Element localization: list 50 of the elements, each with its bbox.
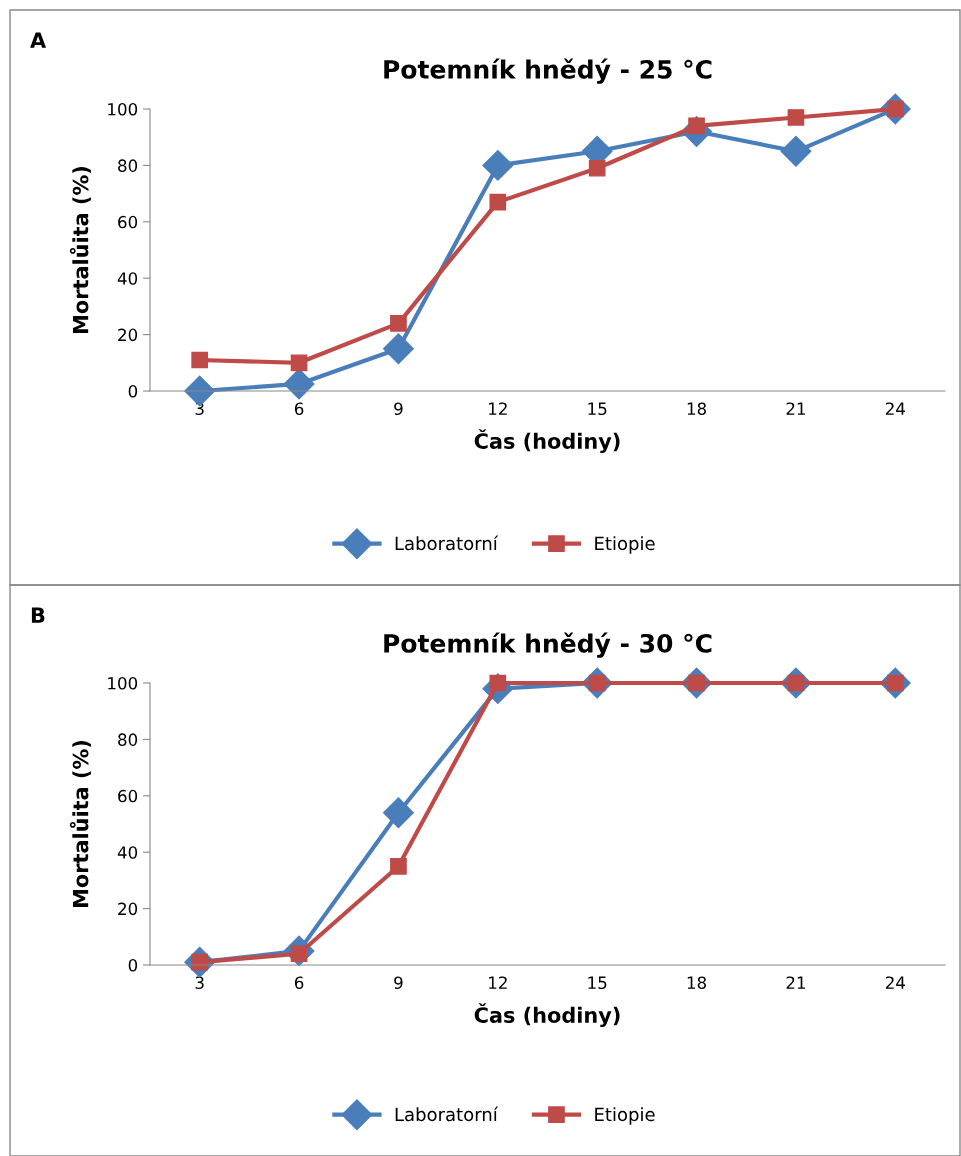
legend-label: Laboratorní (395, 1106, 499, 1122)
x-tick-label: 9 (394, 402, 403, 416)
x-tick-label: 3 (195, 976, 204, 990)
x-tick-label: 9 (394, 976, 403, 990)
point (390, 314, 407, 332)
x-tick-label: 15 (588, 976, 607, 990)
x-tick-label: 12 (489, 402, 507, 415)
point (191, 351, 209, 369)
y-tick-label: 40 (117, 272, 138, 285)
y-tick-label: 40 (117, 846, 138, 859)
y-axis-title: Mortalůita (%) (69, 166, 91, 333)
point (482, 149, 514, 181)
point (290, 354, 308, 372)
x-tick-label: 24 (885, 976, 905, 989)
y-tick-label: 60 (118, 789, 138, 803)
legend-label: Laboratorní (395, 535, 499, 551)
x-tick-label: 18 (687, 402, 707, 416)
legend-label: Etiopie (595, 1107, 655, 1125)
point (489, 193, 507, 211)
x-tick-label: 6 (294, 976, 304, 990)
y-tick-label: 20 (118, 902, 138, 916)
point (588, 159, 606, 177)
legend-label: Etiopie (595, 536, 655, 554)
y-tick-label: 20 (118, 328, 138, 342)
y-axis-title: Mortalůita (%) (69, 740, 91, 907)
x-tick-label: 21 (786, 976, 805, 989)
y-tick-label: 80 (118, 733, 138, 746)
x-axis-title: Čas (hodiny) (474, 429, 620, 454)
x-tick-label: 6 (294, 402, 304, 416)
y-tick-label: 0 (128, 958, 138, 972)
x-tick-label: 24 (885, 402, 905, 415)
point (390, 857, 407, 875)
y-tick-label: 80 (118, 159, 138, 172)
point (780, 135, 812, 167)
x-tick-label: 12 (489, 976, 507, 989)
text: A (30, 32, 47, 48)
x-tick-label: 15 (588, 402, 607, 416)
point (787, 109, 805, 126)
y-tick-label: 100 (108, 102, 138, 116)
x-tick-label: 21 (786, 402, 805, 415)
x-tick-label: 18 (687, 976, 707, 990)
text: B (31, 607, 45, 623)
y-tick-label: 0 (128, 384, 138, 398)
chart-title: Potemník hnědý - 25 °C (384, 58, 712, 84)
y-tick-label: 100 (108, 676, 138, 690)
point (383, 333, 414, 365)
chart-title: Potemník hnědý - 30 °C (384, 632, 712, 658)
point (383, 797, 414, 829)
y-tick-label: 60 (118, 215, 138, 229)
x-axis-title: Čas (hodiny) (474, 1003, 620, 1028)
